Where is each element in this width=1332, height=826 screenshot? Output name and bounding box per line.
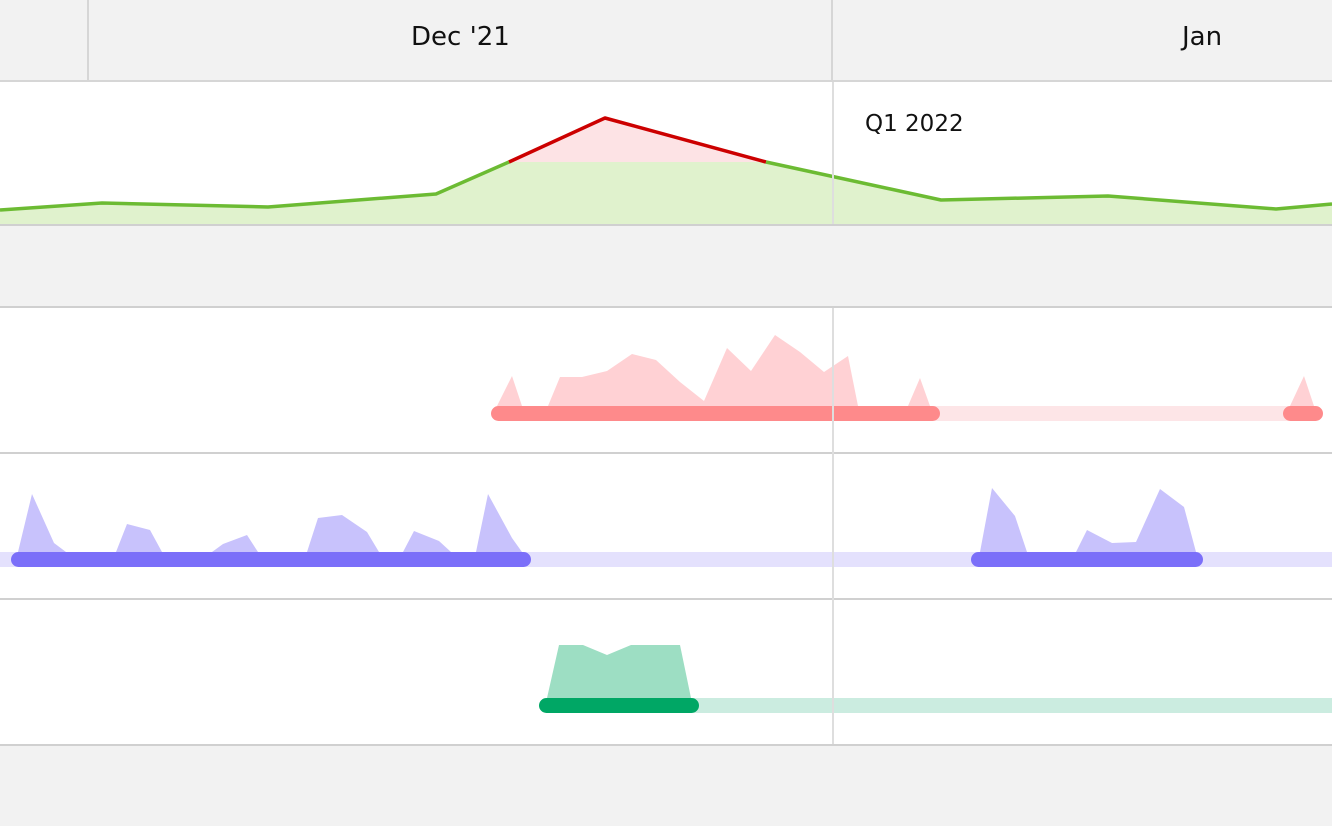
workload-ok-area <box>0 162 1332 224</box>
assignment-bar <box>491 406 940 421</box>
assignment-bar <box>971 552 1203 567</box>
quarter-marker <box>832 308 834 744</box>
assignment-track <box>690 698 1332 713</box>
quarter-label: Q1 2022 <box>865 111 964 137</box>
month-label-dec: Dec '21 <box>411 22 510 52</box>
workload-over-line <box>508 116 767 164</box>
row-divider <box>0 598 1332 600</box>
assignment-bar <box>1283 406 1323 421</box>
workload-ok-line <box>765 160 1332 211</box>
assignee-row[interactable] <box>0 454 1332 598</box>
assignment-bar <box>539 698 699 713</box>
assignee-row-chart <box>0 488 1332 567</box>
timeline-header: Dec '21 Jan <box>0 0 1332 82</box>
workload-over-area <box>509 118 766 162</box>
quarter-marker <box>832 82 834 224</box>
row-divider <box>0 306 1332 308</box>
row-divider <box>0 452 1332 454</box>
workload-ok-line <box>0 160 510 212</box>
capacity-area <box>497 335 1314 406</box>
month-label-jan: Jan <box>1182 22 1223 52</box>
assignment-bar <box>11 552 531 567</box>
assignee-row-chart <box>539 645 1332 713</box>
capacity-area <box>18 494 522 552</box>
header-divider <box>87 0 89 80</box>
assignee-row-chart <box>491 335 1323 421</box>
assignment-track <box>930 406 1290 421</box>
panel-divider <box>0 224 1332 226</box>
workload-chart <box>0 116 1332 224</box>
header-divider <box>831 0 833 80</box>
capacity-area <box>547 645 691 698</box>
capacity-area <box>980 488 1196 552</box>
row-divider <box>0 744 1332 746</box>
